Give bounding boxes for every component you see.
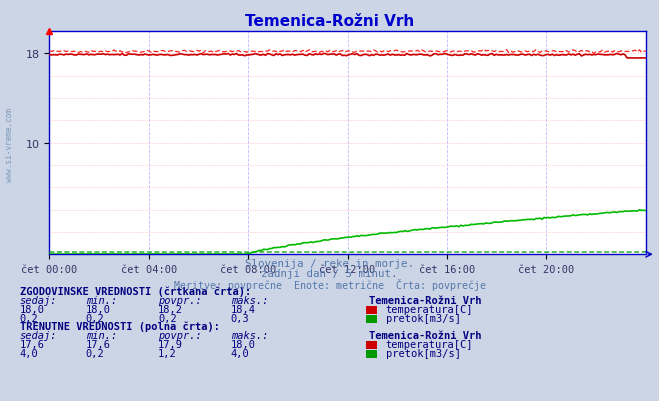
- Text: 18,2: 18,2: [158, 304, 183, 314]
- Text: temperatura[C]: temperatura[C]: [386, 304, 473, 314]
- Text: zadnji dan / 5 minut.: zadnji dan / 5 minut.: [261, 269, 398, 279]
- Text: Temenica-Rožni Vrh: Temenica-Rožni Vrh: [245, 14, 414, 29]
- Text: 1,2: 1,2: [158, 348, 177, 358]
- Text: sedaj:: sedaj:: [20, 330, 57, 340]
- Text: 18,0: 18,0: [231, 339, 256, 349]
- Text: povpr.:: povpr.:: [158, 330, 202, 340]
- Text: 4,0: 4,0: [20, 348, 38, 358]
- Text: Slovenija / reke in morje.: Slovenija / reke in morje.: [245, 259, 414, 269]
- Text: maks.:: maks.:: [231, 296, 268, 306]
- Text: sedaj:: sedaj:: [20, 296, 57, 306]
- Text: 17,6: 17,6: [20, 339, 45, 349]
- Text: 4,0: 4,0: [231, 348, 249, 358]
- Text: temperatura[C]: temperatura[C]: [386, 339, 473, 349]
- Text: 17,6: 17,6: [86, 339, 111, 349]
- Text: 0,3: 0,3: [231, 313, 249, 323]
- Text: 18,4: 18,4: [231, 304, 256, 314]
- Text: 0,2: 0,2: [86, 348, 104, 358]
- Text: Meritve: povprečne  Enote: metrične  Črta: povprečje: Meritve: povprečne Enote: metrične Črta:…: [173, 279, 486, 291]
- Text: 17,9: 17,9: [158, 339, 183, 349]
- Text: 0,2: 0,2: [86, 313, 104, 323]
- Text: povpr.:: povpr.:: [158, 296, 202, 306]
- Text: pretok[m3/s]: pretok[m3/s]: [386, 348, 461, 358]
- Text: 0,2: 0,2: [158, 313, 177, 323]
- Text: 0,2: 0,2: [20, 313, 38, 323]
- Text: Temenica-Rožni Vrh: Temenica-Rožni Vrh: [369, 296, 482, 306]
- Text: pretok[m3/s]: pretok[m3/s]: [386, 313, 461, 323]
- Text: maks.:: maks.:: [231, 330, 268, 340]
- Text: TRENUTNE VREDNOSTI (polna črta):: TRENUTNE VREDNOSTI (polna črta):: [20, 321, 219, 332]
- Text: 18,0: 18,0: [86, 304, 111, 314]
- Text: min.:: min.:: [86, 296, 117, 306]
- Text: ZGODOVINSKE VREDNOSTI (črtkana črta):: ZGODOVINSKE VREDNOSTI (črtkana črta):: [20, 286, 251, 297]
- Text: Temenica-Rožni Vrh: Temenica-Rožni Vrh: [369, 330, 482, 340]
- Text: 18,0: 18,0: [20, 304, 45, 314]
- Text: www.si-vreme.com: www.si-vreme.com: [5, 107, 14, 181]
- Text: min.:: min.:: [86, 330, 117, 340]
